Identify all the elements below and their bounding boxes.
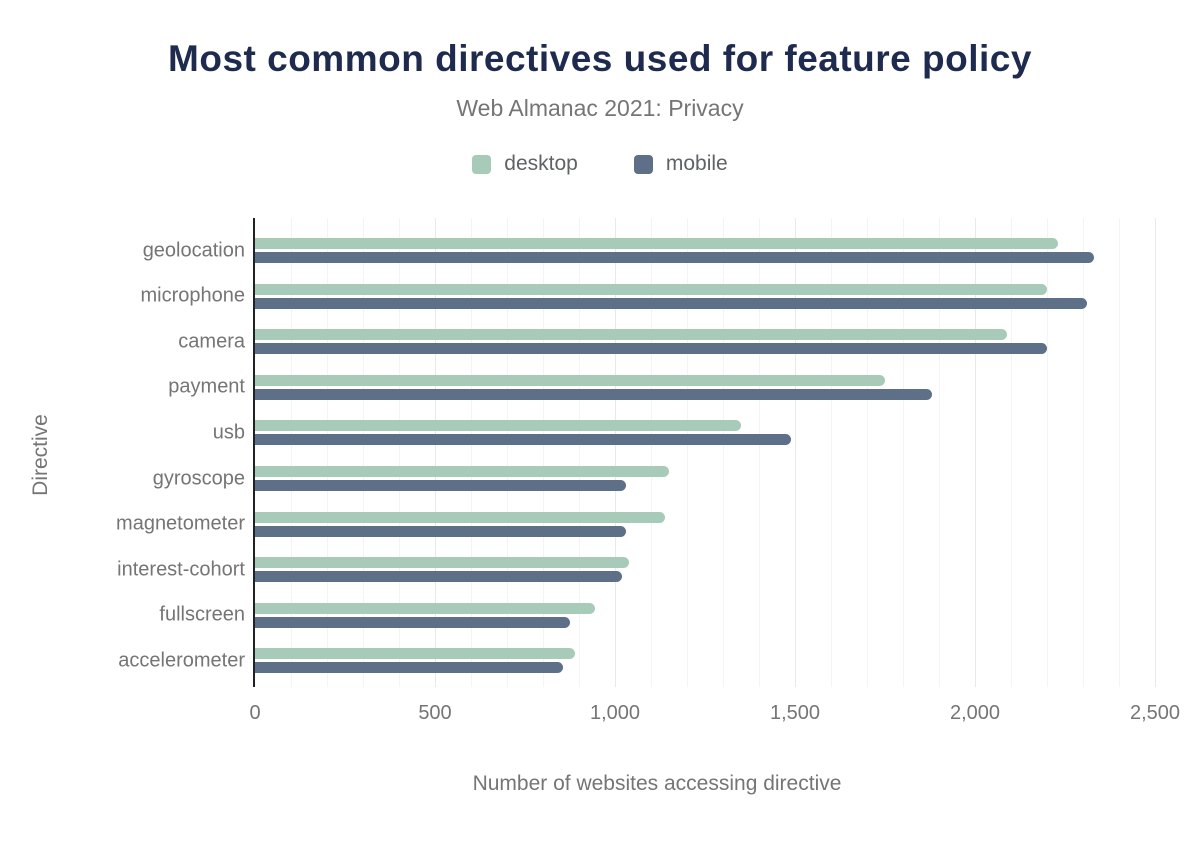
bar-desktop-microphone: [255, 283, 1047, 295]
gridline-2500: [1155, 218, 1156, 687]
bar-mobile-gyroscope: [255, 480, 626, 491]
gridline-400: [399, 218, 400, 687]
desktop-swatch-icon: [472, 154, 492, 174]
page-title: Most common directives used for feature …: [168, 38, 1032, 79]
bar-mobile-payment: [255, 388, 932, 400]
legend-item-desktop: desktop: [472, 152, 578, 176]
bar-desktop-interest-cohort: [255, 557, 630, 569]
bar-mobile-microphone: [255, 297, 1087, 309]
gridline-1000: [615, 218, 616, 687]
category-label-microphone: microphone: [140, 284, 245, 307]
bar-mobile-magnetometer: [255, 525, 626, 537]
gridline-1400: [759, 218, 760, 687]
bar-desktop-accelerometer: [255, 648, 576, 660]
x-tick-2,000: 2,000: [949, 702, 1001, 724]
bar-mobile-usb: [255, 434, 792, 446]
x-tick-2,500: 2,500: [1129, 702, 1181, 724]
bar-desktop-gyroscope: [255, 466, 669, 477]
y-axis-labels: geolocation microphone camera payment usb gyr…: [0, 218, 245, 687]
x-tick-1,000: 1,000: [589, 702, 641, 724]
legend: desktop mobile: [0, 152, 1200, 176]
category-label-usb: usb: [212, 421, 245, 444]
x-axis-ticks: 0 500 1,000 1,500 2,000 2,500: [0, 702, 1200, 728]
plot-area: [253, 218, 1156, 687]
gridline-2300: [1083, 218, 1084, 687]
gridline-1100: [651, 218, 652, 687]
gridline-1500: [795, 218, 796, 687]
mobile-swatch-icon: [633, 154, 653, 174]
x-tick-1,500: 1,500: [769, 702, 821, 724]
category-label-accelerometer: accelerometer: [118, 649, 245, 672]
gridline-200: [327, 218, 328, 687]
bar-desktop-fullscreen: [255, 602, 596, 614]
gridline-2000: [975, 218, 976, 687]
bar-mobile-accelerometer: [255, 662, 563, 674]
bar-desktop-camera: [255, 329, 1008, 341]
bar-desktop-payment: [255, 374, 885, 386]
gridline-700: [507, 218, 508, 687]
bar-mobile-camera: [255, 343, 1047, 355]
gridline-1900: [939, 218, 940, 687]
bar-mobile-interest-cohort: [255, 571, 623, 583]
category-label-camera: camera: [178, 330, 245, 353]
x-tick-0: 0: [249, 702, 261, 724]
x-tick-500: 500: [418, 702, 452, 724]
category-label-interest-cohort: interest-cohort: [117, 558, 245, 581]
gridline-1600: [831, 218, 832, 687]
gridline-500: [435, 218, 436, 687]
gridline-900: [579, 218, 580, 687]
category-label-fullscreen: fullscreen: [159, 603, 245, 626]
category-label-payment: payment: [168, 375, 245, 398]
gridline-600: [471, 218, 472, 687]
gridline-1200: [687, 218, 688, 687]
gridline-800: [543, 218, 544, 687]
gridline-100: [291, 218, 292, 687]
gridline-2100: [1011, 218, 1012, 687]
gridline-1700: [867, 218, 868, 687]
gridline-2400: [1119, 218, 1120, 687]
legend-item-mobile: mobile: [633, 152, 728, 176]
bar-desktop-usb: [255, 420, 741, 432]
category-label-gyroscope: gyroscope: [152, 467, 245, 489]
legend-label-desktop: desktop: [504, 152, 578, 175]
bar-desktop-geolocation: [255, 238, 1058, 249]
category-label-magnetometer: magnetometer: [116, 512, 245, 535]
gridline-1300: [723, 218, 724, 687]
gridline-2200: [1047, 218, 1048, 687]
category-label-geolocation: geolocation: [142, 239, 245, 261]
page-subtitle: Web Almanac 2021: Privacy: [456, 95, 744, 121]
bar-desktop-magnetometer: [255, 511, 666, 523]
bar-mobile-fullscreen: [255, 616, 570, 628]
x-axis-title: Number of websites accessing directive: [472, 772, 842, 795]
legend-label-mobile: mobile: [665, 152, 728, 175]
bar-mobile-geolocation: [255, 252, 1094, 263]
gridline-1800: [903, 218, 904, 687]
gridline-300: [363, 218, 364, 687]
